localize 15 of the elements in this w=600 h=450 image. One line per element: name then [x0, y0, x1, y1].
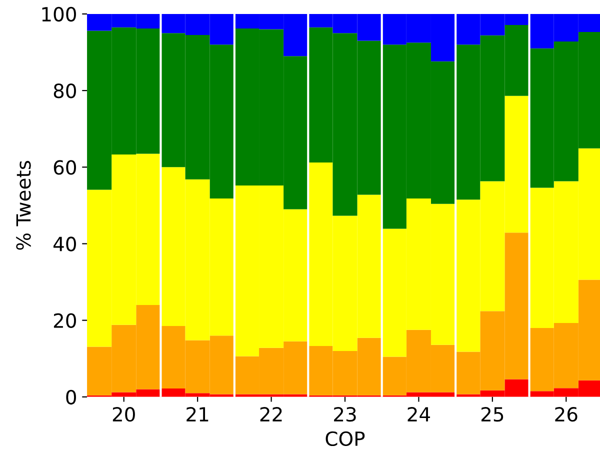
x-tick-label: 23: [334, 406, 356, 422]
y-tick-label: 100: [42, 6, 76, 22]
y-tick-label: 40: [53, 236, 76, 252]
y-axis-title: % Tweets: [16, 160, 31, 250]
x-tick-label: 22: [260, 406, 282, 422]
x-tick-label: 24: [408, 406, 430, 422]
y-tick-label: 20: [54, 313, 76, 328]
y-tick-label: 60: [54, 160, 76, 175]
y-tick-label: 0: [66, 390, 76, 405]
x-tick-label: 26: [555, 406, 578, 422]
x-tick-label: 20: [112, 406, 135, 422]
x-tick-label: 21: [186, 406, 208, 422]
x-tick-label: 25: [481, 406, 504, 422]
x-axis-title: COP: [326, 431, 365, 446]
y-tick-label: 80: [54, 83, 76, 98]
